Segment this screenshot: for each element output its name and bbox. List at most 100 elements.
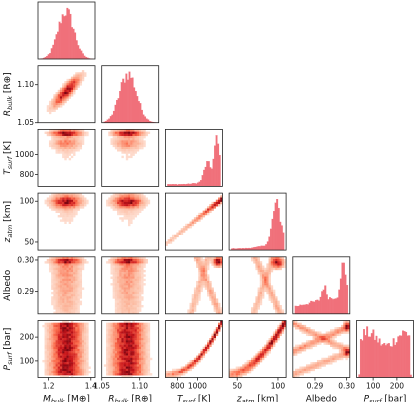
hist-bar — [294, 305, 297, 314]
density-cell — [62, 135, 65, 139]
density-panel-frame — [37, 256, 96, 315]
density-cell — [211, 291, 214, 295]
density-cell — [66, 327, 69, 330]
density-cell — [112, 296, 116, 299]
density-cell — [220, 195, 223, 198]
density-cell — [275, 307, 278, 310]
density-cell — [84, 340, 87, 343]
density-cell — [128, 261, 131, 264]
density-cell — [51, 331, 54, 334]
density-cell — [44, 370, 47, 374]
density-cell — [77, 291, 80, 295]
density-cell — [136, 149, 140, 152]
density-cell — [270, 289, 274, 293]
density-cell — [121, 267, 124, 271]
density-cell — [301, 346, 304, 350]
density-cell — [112, 362, 116, 365]
density-cell — [125, 373, 129, 376]
density-cell — [187, 311, 190, 314]
density-cell — [64, 359, 67, 363]
density-cell — [189, 362, 192, 365]
density-cell — [119, 278, 122, 282]
density-cell — [292, 353, 296, 356]
density-cell — [132, 269, 135, 273]
density-cell — [147, 201, 151, 205]
density-cell — [114, 366, 118, 369]
density-cell — [132, 133, 135, 137]
density-cell — [128, 215, 131, 218]
hist-bar — [305, 304, 308, 314]
density-cell — [134, 373, 137, 376]
density-cell — [59, 87, 63, 91]
density-cell — [46, 366, 50, 369]
density-cell — [314, 340, 318, 343]
density-cell — [59, 219, 63, 222]
density-cell — [130, 193, 133, 196]
density-cell — [336, 344, 340, 348]
y-axis-label: Tsurf [K] — [3, 141, 14, 175]
density-cell — [108, 346, 111, 350]
density-cell — [114, 204, 118, 207]
density-cell — [138, 280, 142, 284]
density-cell — [53, 274, 56, 277]
density-cell — [62, 346, 65, 350]
density-cell — [79, 274, 83, 277]
density-cell — [44, 338, 47, 341]
density-cell — [117, 344, 120, 348]
density-cell — [51, 98, 54, 101]
density-cell — [77, 368, 80, 372]
density-cell — [132, 300, 135, 304]
hist-bar — [408, 335, 411, 378]
density-cell — [79, 349, 83, 352]
density-cell — [132, 151, 135, 154]
density-cell — [59, 272, 63, 275]
hist-bar — [120, 82, 123, 123]
density-cell — [68, 364, 72, 367]
density-cell — [327, 335, 331, 339]
density-cell — [57, 133, 61, 137]
density-cell — [343, 344, 346, 348]
density-cell — [196, 217, 199, 220]
density-cell — [57, 298, 61, 301]
density-cell — [55, 305, 58, 308]
density-cell — [218, 307, 221, 310]
density-cell — [112, 338, 116, 341]
density-cell — [281, 327, 285, 330]
density-cell — [112, 193, 116, 196]
density-cell — [134, 331, 137, 334]
density-cell — [75, 269, 78, 273]
density-cell — [119, 287, 122, 290]
density-cell — [134, 151, 137, 154]
density-cell — [66, 94, 69, 97]
density-cell — [51, 349, 54, 352]
density-cell — [132, 204, 135, 207]
density-cell — [112, 294, 116, 297]
density-cell — [119, 331, 122, 334]
density-cell — [84, 359, 87, 363]
density-cell — [108, 204, 111, 207]
density-cell — [81, 201, 85, 205]
density-cell — [121, 355, 124, 358]
density-cell — [138, 142, 142, 145]
density-cell — [198, 355, 201, 358]
density-cell — [198, 219, 201, 222]
density-cell — [321, 362, 324, 365]
hist-bar — [266, 241, 269, 251]
density-cell — [196, 296, 199, 299]
density-cell — [81, 76, 85, 80]
density-cell — [59, 333, 63, 337]
density-cell — [79, 265, 83, 268]
density-cell — [336, 357, 340, 361]
density-cell — [110, 333, 113, 337]
density-cell — [84, 333, 87, 337]
density-cell — [141, 298, 144, 301]
density-cell — [125, 208, 129, 211]
density-cell — [147, 324, 151, 328]
density-cell — [128, 355, 131, 358]
density-cell — [53, 195, 56, 198]
density-cell — [312, 364, 315, 367]
density-cell — [57, 289, 61, 293]
density-cell — [176, 373, 179, 376]
density-cell — [112, 280, 116, 284]
density-cell — [77, 265, 80, 268]
